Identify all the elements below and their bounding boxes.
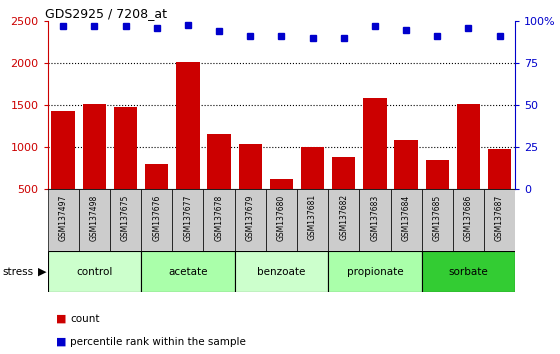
Bar <box>172 189 203 251</box>
Text: GSM137680: GSM137680 <box>277 194 286 241</box>
Bar <box>332 158 356 232</box>
Bar <box>457 104 480 232</box>
Bar <box>422 251 515 292</box>
Bar <box>239 144 262 232</box>
Text: GSM137677: GSM137677 <box>183 194 193 241</box>
Text: GSM137676: GSM137676 <box>152 194 161 241</box>
Text: GSM137682: GSM137682 <box>339 194 348 240</box>
Text: GDS2925 / 7208_at: GDS2925 / 7208_at <box>45 7 167 20</box>
Bar <box>48 251 141 292</box>
Text: GSM137684: GSM137684 <box>402 194 410 241</box>
Bar <box>83 104 106 232</box>
Bar <box>328 251 422 292</box>
Text: GSM137497: GSM137497 <box>59 194 68 241</box>
Bar <box>110 189 141 251</box>
Bar <box>422 189 453 251</box>
Text: ■: ■ <box>56 314 67 324</box>
Bar <box>52 111 75 232</box>
Text: sorbate: sorbate <box>449 267 488 277</box>
Text: stress: stress <box>3 267 34 277</box>
Bar <box>203 189 235 251</box>
Text: count: count <box>70 314 100 324</box>
Bar <box>79 189 110 251</box>
Text: GSM137687: GSM137687 <box>495 194 504 241</box>
Text: acetate: acetate <box>168 267 208 277</box>
Text: GSM137683: GSM137683 <box>370 194 380 241</box>
Bar <box>235 189 266 251</box>
Text: GSM137678: GSM137678 <box>214 194 223 241</box>
Bar <box>297 189 328 251</box>
Bar <box>270 179 293 232</box>
Text: control: control <box>76 267 113 277</box>
Bar <box>48 189 79 251</box>
Text: ■: ■ <box>56 337 67 347</box>
Bar <box>426 160 449 232</box>
Bar <box>141 251 235 292</box>
Bar <box>484 189 515 251</box>
Bar <box>390 189 422 251</box>
Bar <box>141 189 172 251</box>
Text: ▶: ▶ <box>38 267 46 277</box>
Bar <box>453 189 484 251</box>
Bar <box>363 98 386 232</box>
Bar <box>360 189 390 251</box>
Bar <box>488 149 511 232</box>
Bar <box>207 134 231 232</box>
Text: GSM137681: GSM137681 <box>308 194 317 240</box>
Text: GSM137675: GSM137675 <box>121 194 130 241</box>
Text: GSM137498: GSM137498 <box>90 194 99 241</box>
Bar <box>114 107 137 232</box>
Text: percentile rank within the sample: percentile rank within the sample <box>70 337 246 347</box>
Text: GSM137685: GSM137685 <box>433 194 442 241</box>
Text: GSM137686: GSM137686 <box>464 194 473 241</box>
Bar <box>328 189 360 251</box>
Bar <box>235 251 328 292</box>
Bar <box>394 140 418 232</box>
Bar <box>266 189 297 251</box>
Bar <box>176 62 199 232</box>
Bar <box>145 164 169 232</box>
Text: benzoate: benzoate <box>257 267 306 277</box>
Bar <box>301 147 324 232</box>
Text: propionate: propionate <box>347 267 403 277</box>
Text: GSM137679: GSM137679 <box>246 194 255 241</box>
